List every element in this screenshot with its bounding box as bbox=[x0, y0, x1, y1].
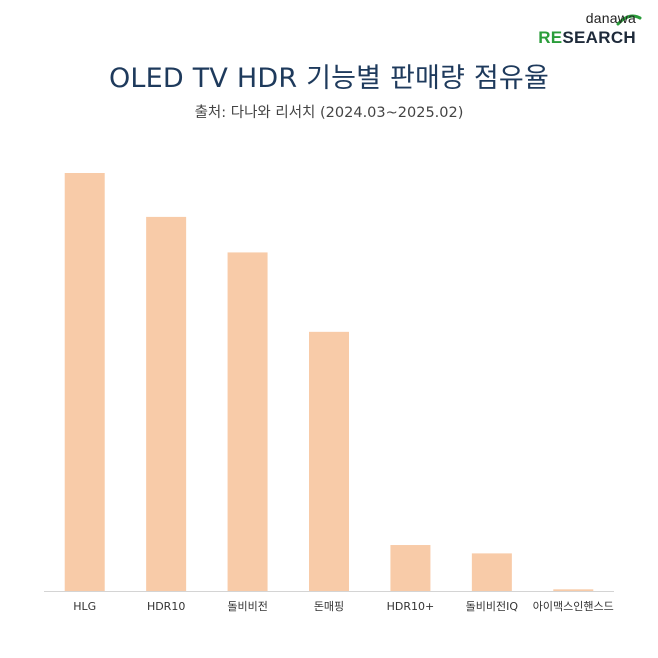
bars-group bbox=[64, 173, 594, 592]
x-tick-labels: HLG HDR10 돌비비전 돈매핑 HDR10+ 돌비비전IQ 아이맥스인핸스드 bbox=[73, 600, 614, 613]
logo-research-text: RESEARCH bbox=[538, 28, 636, 48]
bar-4 bbox=[390, 545, 431, 591]
logo-danawa-text: danawa bbox=[585, 10, 636, 26]
logo-search-text: SEARCH bbox=[562, 28, 636, 47]
x-tick-label-0: HLG bbox=[73, 600, 96, 613]
x-tick-label-6: 아이맥스인핸스드 bbox=[533, 600, 614, 613]
x-tick-label-1: HDR10 bbox=[147, 600, 185, 613]
logo-arc-icon bbox=[616, 14, 642, 26]
danawa-research-logo: danawa RESEARCH bbox=[536, 8, 646, 48]
bar-1 bbox=[146, 216, 187, 591]
chart-title: OLED TV HDR 기능별 판매량 점유율 bbox=[108, 63, 550, 94]
bar-6 bbox=[553, 589, 594, 591]
bar-3 bbox=[309, 331, 349, 591]
x-tick-label-4: HDR10+ bbox=[387, 600, 435, 613]
x-tick-label-5: 돌비비전IQ bbox=[466, 600, 519, 613]
bar-2 bbox=[227, 252, 268, 592]
x-tick-label-3: 돈매핑 bbox=[314, 600, 344, 613]
bar-5 bbox=[471, 553, 512, 591]
bar-0 bbox=[64, 173, 105, 591]
logo-re-text: RE bbox=[538, 28, 563, 47]
chart-subtitle: 출처: 다나와 리서치 (2024.03~2025.02) bbox=[194, 105, 464, 121]
x-tick-label-2: 돌비비전 bbox=[227, 600, 267, 613]
